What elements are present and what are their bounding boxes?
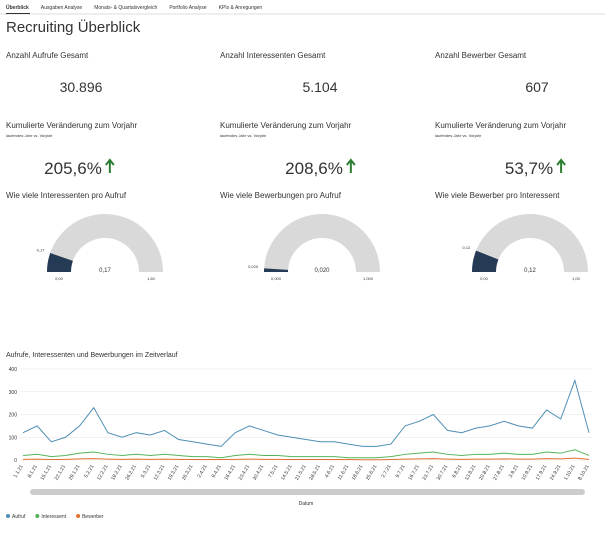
gauge-max: 1,00: [572, 276, 581, 281]
gauge-title: Wie viele Bewerbungen pro Aufruf: [220, 191, 342, 200]
gauge-value-marker: 0,17: [37, 248, 46, 253]
kpi-value: 5.104: [302, 79, 337, 95]
nav-tab[interactable]: Ausgaben Analyse: [41, 5, 83, 11]
gauge-value: 0,12: [524, 268, 536, 274]
gauge-fill: [46, 252, 73, 272]
legend-swatch[interactable]: [76, 514, 81, 518]
change-subtitle: laufendes Jahr vs. Vorjahr: [220, 133, 267, 138]
y-tick-label: 100: [9, 435, 18, 441]
change-subtitle: laufendes Jahr vs. Vorjahr: [435, 133, 482, 138]
change-subtitle: laufendes Jahr vs. Vorjahr: [6, 133, 53, 138]
gauge-value-marker: 0,12: [463, 245, 472, 250]
legend-swatch[interactable]: [6, 514, 10, 518]
gauge-min: 0,00: [55, 276, 64, 281]
change-title: Kumulierte Veränderung zum Vorjahr: [220, 121, 352, 130]
legend-swatch[interactable]: [35, 514, 40, 518]
legend-label[interactable]: Bewerber: [82, 514, 104, 520]
gauge-fill: [264, 268, 289, 272]
gauge-min: 0,000: [271, 276, 282, 281]
nav-tab[interactable]: KPIs & Anregungen: [219, 5, 263, 11]
gauge-track: [472, 214, 588, 272]
kpi-title: Anzahl Bewerber Gesamt: [435, 51, 527, 60]
gauge-fill: [472, 250, 499, 272]
kpi-value: 607: [525, 79, 549, 95]
change-arrow: [105, 158, 115, 173]
gauge-track: [47, 214, 163, 272]
nav-tab[interactable]: Überblick: [6, 4, 29, 11]
gauge-max: 1,60: [147, 276, 156, 281]
legend-label[interactable]: Interessent: [41, 514, 66, 520]
gauge-value-marker: 0,020: [248, 264, 259, 269]
series-line: [22, 449, 590, 459]
gauge-value: 0,17: [99, 268, 111, 274]
y-tick-label: 200: [9, 413, 18, 419]
x-axis-label: Datum: [299, 501, 314, 507]
scrollbar[interactable]: [30, 489, 585, 495]
change-title: Kumulierte Veränderung zum Vorjahr: [435, 121, 567, 130]
change-value: 208,6%: [285, 159, 343, 178]
series-line: [22, 378, 590, 447]
gauge-max: 1,000: [363, 276, 374, 281]
change-value: 205,6%: [44, 159, 102, 178]
chart-title: Aufrufe, Interessenten und Bewerbungen i…: [6, 352, 178, 359]
kpi-title: Anzahl Interessenten Gesamt: [220, 51, 326, 60]
y-tick-label: 0: [14, 458, 17, 464]
gauge-title: Wie viele Bewerber pro Interessent: [435, 191, 560, 200]
gauge-min: 0,00: [480, 276, 489, 281]
series-line: [22, 457, 590, 461]
gauge-value: 0,020: [314, 268, 330, 274]
change-arrow: [346, 158, 356, 173]
change-value: 53,7%: [505, 159, 553, 178]
change-arrow: [556, 158, 566, 173]
gauge-title: Wie viele Interessenten pro Aufruf: [6, 191, 127, 200]
y-tick-label: 400: [9, 367, 18, 373]
kpi-title: Anzahl Aufrufe Gesamt: [6, 51, 89, 60]
legend-label[interactable]: Aufruf: [12, 514, 26, 520]
nav-tab[interactable]: Monats- & Quartalsvergleich: [94, 5, 157, 11]
kpi-value: 30.896: [60, 79, 103, 95]
change-title: Kumulierte Veränderung zum Vorjahr: [6, 121, 138, 130]
page-title: Recruiting Überblick: [6, 18, 141, 36]
y-tick-label: 300: [9, 390, 18, 396]
gauge-track: [264, 214, 380, 272]
nav-tab[interactable]: Portfolio Analyse: [169, 5, 206, 11]
